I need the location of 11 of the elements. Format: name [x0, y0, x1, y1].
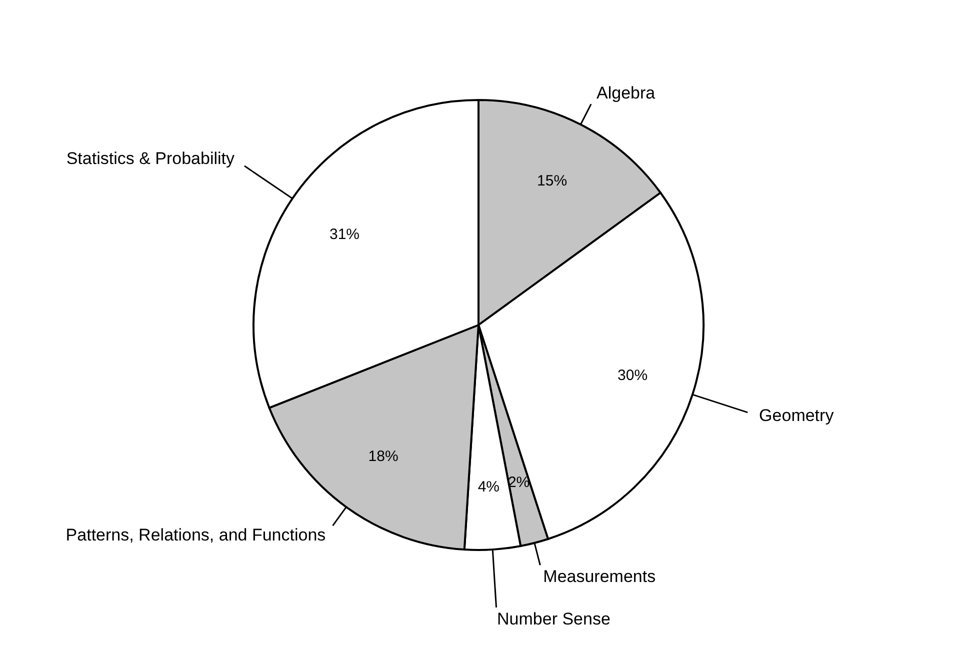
slice-label: Measurements: [543, 566, 656, 586]
data-label: 31%: [329, 226, 360, 243]
slice-label: Geometry: [759, 406, 834, 426]
data-label: 4%: [478, 478, 500, 496]
data-label: 18%: [368, 448, 398, 466]
data-label: 30%: [618, 367, 648, 384]
slice-label: Statistics & Probability: [66, 149, 235, 168]
slice-label: Patterns, Relations, and Functions: [66, 525, 326, 544]
slice-label: Algebra: [596, 83, 656, 102]
data-label: 15%: [537, 172, 568, 190]
slice-label: Number Sense: [497, 609, 610, 628]
